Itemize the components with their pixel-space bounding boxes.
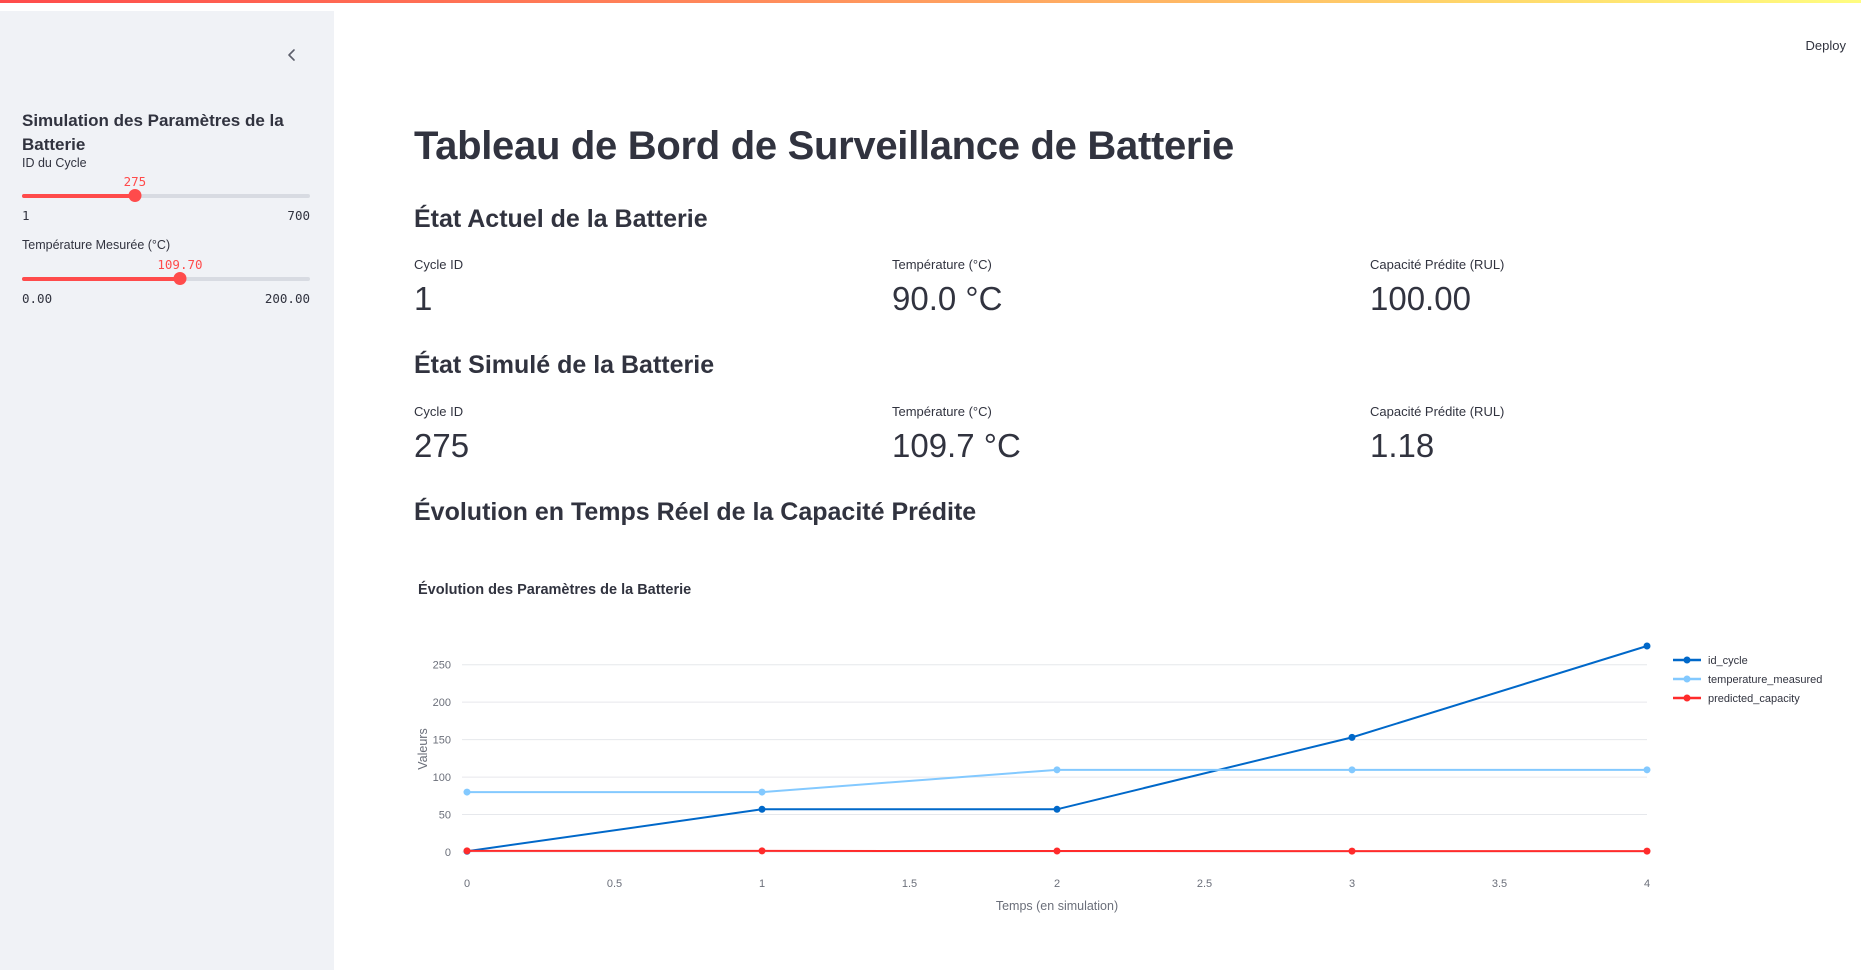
data-point-id_cycle[interactable]	[758, 805, 766, 813]
temp-slider-max: 200.00	[264, 291, 310, 306]
chart-title: Évolution des Paramètres de la Batterie	[418, 582, 692, 598]
cycle-slider-thumb[interactable]	[128, 189, 142, 202]
y-tick-label: 250	[433, 660, 451, 672]
y-axis-label: Valeurs	[416, 728, 430, 769]
current-cycle-metric: Cycle ID 1	[414, 257, 794, 318]
temp-slider-fill	[22, 277, 180, 281]
metric-value: 90.0 °C	[892, 280, 1003, 317]
y-tick-label: 100	[433, 772, 451, 784]
cycle-slider-fill	[22, 194, 135, 198]
cycle-slider-max: 700	[287, 208, 310, 223]
data-point-id_cycle[interactable]	[1053, 805, 1061, 813]
legend-marker-temperature_measured	[1683, 675, 1691, 683]
cycle-slider-value: 275	[123, 174, 147, 189]
x-tick-label: 0.5	[607, 878, 622, 890]
data-point-temperature_measured[interactable]	[463, 788, 471, 796]
metric-value: 109.7 °C	[892, 427, 1021, 464]
x-tick-label: 3.5	[1492, 878, 1507, 890]
temp-slider-thumb[interactable]	[173, 272, 187, 285]
legend-label-temperature_measured[interactable]: temperature_measured	[1708, 674, 1822, 686]
data-point-predicted_capacity[interactable]	[1348, 847, 1356, 855]
chevron-left-icon	[288, 49, 295, 61]
data-point-predicted_capacity[interactable]	[463, 847, 471, 855]
cycle-slider-label: ID du Cycle	[22, 156, 87, 170]
line-chart[interactable]: 0 50 100 150 200 250 0 0.5 1 1.5 2 2.5 3 3.5 4 Temps (e…	[410, 640, 1850, 930]
data-point-predicted_capacity[interactable]	[1053, 847, 1061, 855]
series-line-id_cycle	[466, 645, 1648, 853]
current-state-heading: État Actuel de la Batterie	[414, 205, 708, 233]
data-point-predicted_capacity[interactable]	[1643, 847, 1651, 855]
temp-slider-min: 0.00	[22, 291, 53, 306]
x-axis-label: Temps (en simulation)	[996, 899, 1118, 913]
x-tick-label: 3	[1349, 878, 1355, 890]
y-tick-label: 0	[445, 847, 451, 859]
data-point-temperature_measured[interactable]	[758, 788, 766, 796]
sidebar: Simulation des Paramètres de la Batterie…	[0, 11, 334, 970]
metric-label: Température (°C)	[892, 257, 992, 272]
x-tick-label: 1	[759, 878, 765, 890]
evolution-heading: Évolution en Temps Réel de la Capacité P…	[414, 498, 977, 526]
x-tick-label: 1.5	[902, 878, 917, 890]
x-tick-label: 2.5	[1197, 878, 1212, 890]
metric-value: 275	[414, 427, 470, 464]
simulated-state-heading: État Simulé de la Batterie	[414, 351, 715, 379]
data-point-temperature_measured[interactable]	[1053, 766, 1061, 774]
metric-label: Capacité Prédite (RUL)	[1370, 257, 1505, 272]
metric-value: 1	[414, 280, 433, 317]
temp-slider-track[interactable]	[22, 272, 310, 285]
deploy-button[interactable]: Deploy	[1805, 38, 1846, 53]
metric-value: 100.00	[1370, 280, 1471, 317]
data-point-temperature_measured[interactable]	[1348, 766, 1356, 774]
current-capacity-metric: Capacité Prédite (RUL) 100.00	[1370, 257, 1750, 318]
collapse-sidebar-button[interactable]	[278, 41, 306, 69]
simulated-temperature-metric: Température (°C) 109.7 °C	[892, 404, 1272, 465]
cycle-slider-track[interactable]	[22, 189, 310, 202]
x-tick-label: 0	[464, 878, 470, 890]
y-tick-label: 200	[433, 697, 451, 709]
data-point-id_cycle[interactable]	[1348, 733, 1356, 741]
top-decoration-bar	[0, 0, 1861, 11]
data-point-predicted_capacity[interactable]	[758, 847, 766, 855]
y-tick-label: 150	[433, 735, 451, 747]
cycle-slider-range: 1 700	[22, 208, 310, 223]
current-temperature-metric: Température (°C) 90.0 °C	[892, 257, 1272, 318]
x-tick-label: 4	[1644, 878, 1650, 890]
metric-label: Température (°C)	[892, 404, 992, 419]
temp-slider-value: 109.70	[157, 257, 203, 272]
metric-label: Cycle ID	[414, 404, 464, 419]
metric-label: Capacité Prédite (RUL)	[1370, 404, 1505, 419]
legend-marker-predicted_capacity	[1683, 694, 1691, 702]
data-point-temperature_measured[interactable]	[1643, 766, 1651, 774]
temp-slider-label: Température Mesurée (°C)	[22, 238, 171, 252]
y-tick-label: 50	[439, 810, 451, 822]
page-title: Tableau de Bord de Surveillance de Batte…	[414, 124, 1234, 168]
cycle-slider-min: 1	[22, 208, 30, 223]
legend-label-predicted_capacity[interactable]: predicted_capacity	[1708, 693, 1800, 705]
sidebar-title: Simulation des Paramètres de la Batterie	[22, 111, 284, 154]
legend-label-id_cycle[interactable]: id_cycle	[1708, 655, 1748, 667]
metric-value: 1.18	[1370, 427, 1435, 464]
legend-marker-id_cycle	[1683, 656, 1691, 664]
x-tick-label: 2	[1054, 878, 1060, 890]
simulated-capacity-metric: Capacité Prédite (RUL) 1.18	[1370, 404, 1750, 465]
metric-label: Cycle ID	[414, 257, 464, 272]
data-point-id_cycle[interactable]	[1643, 642, 1651, 650]
simulated-cycle-metric: Cycle ID 275	[414, 404, 794, 465]
temp-slider-range: 0.00 200.00	[22, 291, 310, 306]
